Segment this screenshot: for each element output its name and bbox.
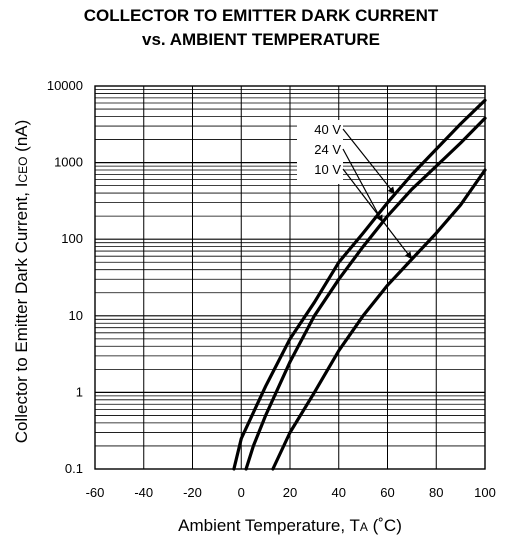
series-line-10v — [271, 168, 487, 471]
x-tick-label: -60 — [86, 485, 105, 500]
y-axis-label-subscript: CEO — [16, 157, 30, 183]
x-tick-label: 0 — [238, 485, 245, 500]
y-tick-label: 100 — [61, 231, 83, 246]
annotation-arrow — [342, 148, 384, 223]
annotation-arrow — [342, 168, 413, 260]
x-tick-label: 80 — [429, 485, 443, 500]
x-tick-label: -20 — [183, 485, 202, 500]
x-axis-label: Ambient Temperature, TA (˚C) — [178, 516, 402, 535]
chart-title-line-2: vs. AMBIENT TEMPERATURE — [141, 30, 381, 49]
series-line-24v — [244, 116, 487, 471]
annotation-arrow — [342, 128, 396, 195]
y-tick-label: 1000 — [54, 155, 83, 170]
x-tick-label: 100 — [474, 485, 496, 500]
y-tick-label: 1 — [76, 384, 83, 399]
annotation-arrowhead — [387, 186, 395, 195]
y-tick-label: 10 — [69, 308, 83, 323]
annotation-background — [297, 120, 343, 184]
y-tick-label: 10000 — [47, 78, 83, 93]
annotation-label: 24 V — [314, 142, 341, 157]
annotation-arrowhead — [404, 251, 412, 260]
y-axis-label-main: Collector to Emitter Dark Current, I — [12, 183, 31, 444]
series-line-40v — [232, 98, 487, 471]
y-tick-label: 0.1 — [65, 461, 83, 476]
x-axis-label-subscript: A — [360, 520, 368, 534]
x-tick-label: 40 — [332, 485, 346, 500]
x-tick-label: 20 — [283, 485, 297, 500]
annotation-arrowhead — [376, 214, 383, 223]
y-axis-label: Collector to Emitter Dark Current, ICEO … — [12, 120, 31, 444]
y-axis-label-unit: (nA) — [12, 120, 31, 157]
chart-title-line-1: COLLECTOR TO EMITTER DARK CURRENT — [83, 6, 439, 25]
x-tick-label: 60 — [380, 485, 394, 500]
x-tick-label: -40 — [134, 485, 153, 500]
annotation-label: 40 V — [314, 122, 341, 137]
x-axis-label-main: Ambient Temperature, T — [178, 516, 360, 535]
x-axis-label-unit: (˚C) — [368, 516, 402, 535]
annotation-label: 10 V — [314, 162, 341, 177]
